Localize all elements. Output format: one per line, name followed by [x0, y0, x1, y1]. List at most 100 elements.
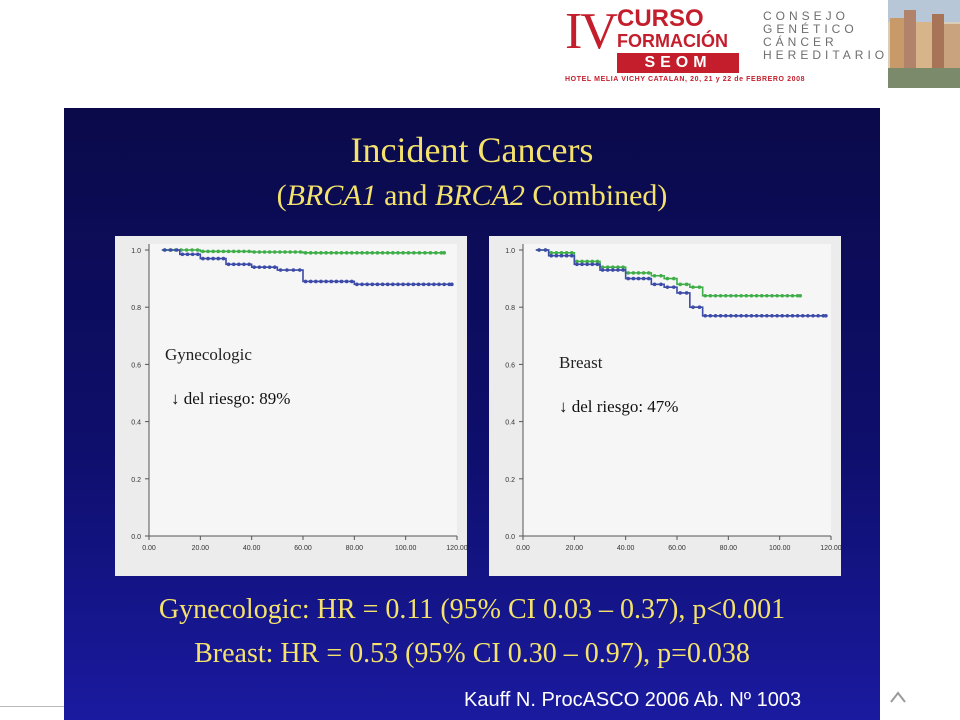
censor-mark — [278, 268, 283, 272]
censor-mark — [723, 293, 728, 298]
censor-mark — [216, 249, 221, 254]
censor-mark — [339, 251, 344, 255]
censor-mark — [349, 251, 354, 255]
censor-mark — [423, 251, 427, 255]
censor-mark — [231, 249, 236, 254]
censor-mark — [775, 293, 779, 298]
survival-curve-series-0 — [161, 249, 445, 254]
censor-mark — [549, 251, 554, 255]
censor-mark — [754, 293, 759, 298]
gynecologic-km-chart: 0.0 0.2 0.4 0.6 0.8 1.0 0.00 20.00 40.00 60.00 80.… — [115, 236, 467, 576]
risk-reduction-annotation: ↓ del riesgo: 89% — [171, 389, 290, 408]
censor-mark — [211, 249, 215, 254]
censor-mark — [226, 249, 231, 254]
censor-mark — [739, 293, 743, 298]
censor-mark — [242, 249, 246, 254]
censor-mark — [708, 293, 713, 298]
censor-mark — [684, 282, 689, 287]
y-tick-label: 0.2 — [131, 477, 141, 484]
censor-mark — [759, 313, 764, 318]
censor-mark — [206, 249, 210, 254]
censor-mark — [391, 282, 395, 287]
censor-mark — [360, 282, 364, 287]
logo-venue-text: HOTEL MELIA VICHY CATALAN, 20, 21 y 22 d… — [565, 76, 806, 83]
x-tick-label: 60.00 — [668, 545, 686, 552]
censor-mark — [319, 251, 323, 255]
y-tick-label: 0.2 — [505, 477, 515, 484]
censor-mark — [349, 279, 354, 284]
censor-mark — [355, 282, 359, 287]
chart-panel-label: Gynecologic — [165, 345, 252, 364]
censor-mark — [169, 248, 173, 252]
censor-mark — [595, 259, 600, 264]
logo-curso-text: CURSO — [617, 5, 704, 32]
censor-mark — [798, 293, 802, 298]
censor-mark — [297, 268, 302, 272]
censor-mark — [434, 251, 438, 255]
censor-mark — [324, 279, 328, 284]
censor-mark — [684, 291, 689, 295]
censor-mark — [291, 268, 296, 272]
censor-mark — [605, 265, 610, 269]
censor-mark — [242, 262, 246, 267]
censor-mark — [575, 259, 579, 264]
censor-mark — [626, 271, 631, 275]
censor-mark — [195, 248, 200, 252]
censor-mark — [626, 276, 631, 281]
censor-mark — [308, 251, 313, 255]
censor-mark — [734, 313, 738, 318]
censor-mark — [360, 251, 364, 255]
censor-mark — [585, 262, 589, 267]
x-tick-label: 120.00 — [820, 545, 841, 552]
y-tick-label: 0.8 — [131, 305, 141, 312]
censor-mark — [641, 276, 646, 281]
censor-mark — [267, 265, 272, 269]
censor-mark — [247, 262, 251, 267]
censor-mark — [370, 251, 375, 255]
x-tick-label: 80.00 — [346, 545, 364, 552]
logo-genetico-line: GENÉTICO — [763, 22, 858, 36]
logo-consejo-text: CONSEJO GENÉTICO CÁNCER HEREDITARIO — [763, 10, 884, 62]
censor-mark — [749, 313, 754, 318]
censor-mark — [780, 293, 785, 298]
censor-mark — [585, 259, 589, 264]
logo-seom-text: SEOM — [617, 53, 739, 73]
subtitle-open: ( — [276, 179, 287, 212]
censor-mark — [380, 282, 385, 287]
subtitle-gene-brca2: BRCA2 — [434, 179, 525, 212]
censor-mark — [216, 256, 221, 261]
y-tick-label: 0.4 — [131, 420, 141, 427]
censor-mark — [549, 253, 554, 258]
censor-mark — [442, 282, 446, 287]
censor-mark — [671, 285, 676, 289]
censor-mark — [221, 256, 226, 261]
censor-mark — [329, 279, 334, 284]
censor-mark — [211, 256, 215, 261]
censor-mark — [616, 265, 620, 269]
censor-mark — [450, 282, 454, 287]
censor-mark — [206, 256, 210, 261]
censor-mark — [412, 251, 416, 255]
censor-mark — [237, 262, 241, 267]
censor-mark — [759, 293, 764, 298]
censor-mark — [806, 313, 810, 318]
censor-mark — [334, 251, 339, 255]
slide-header: IV CURSO FORMACIÓN SEOM CONSEJO GENÉTICO… — [0, 0, 960, 100]
censor-mark — [329, 251, 334, 255]
censor-mark — [314, 279, 318, 284]
censor-mark — [180, 252, 185, 257]
censor-mark — [175, 248, 179, 252]
logo-roman-numeral: IV — [565, 3, 618, 60]
chart-panel-label: Breast — [559, 353, 603, 372]
breast-hazard-ratio: Breast: HR = 0.53 (95% CI 0.30 – 0.97), … — [194, 638, 750, 669]
censor-mark — [729, 293, 733, 298]
censor-mark — [691, 305, 695, 309]
censor-mark — [283, 250, 287, 254]
censor-mark — [391, 251, 395, 255]
censor-mark — [385, 251, 390, 255]
censor-mark — [671, 276, 676, 281]
censor-mark — [824, 313, 828, 318]
censor-mark — [713, 293, 718, 298]
censor-mark — [641, 271, 646, 275]
censor-mark — [665, 276, 670, 281]
